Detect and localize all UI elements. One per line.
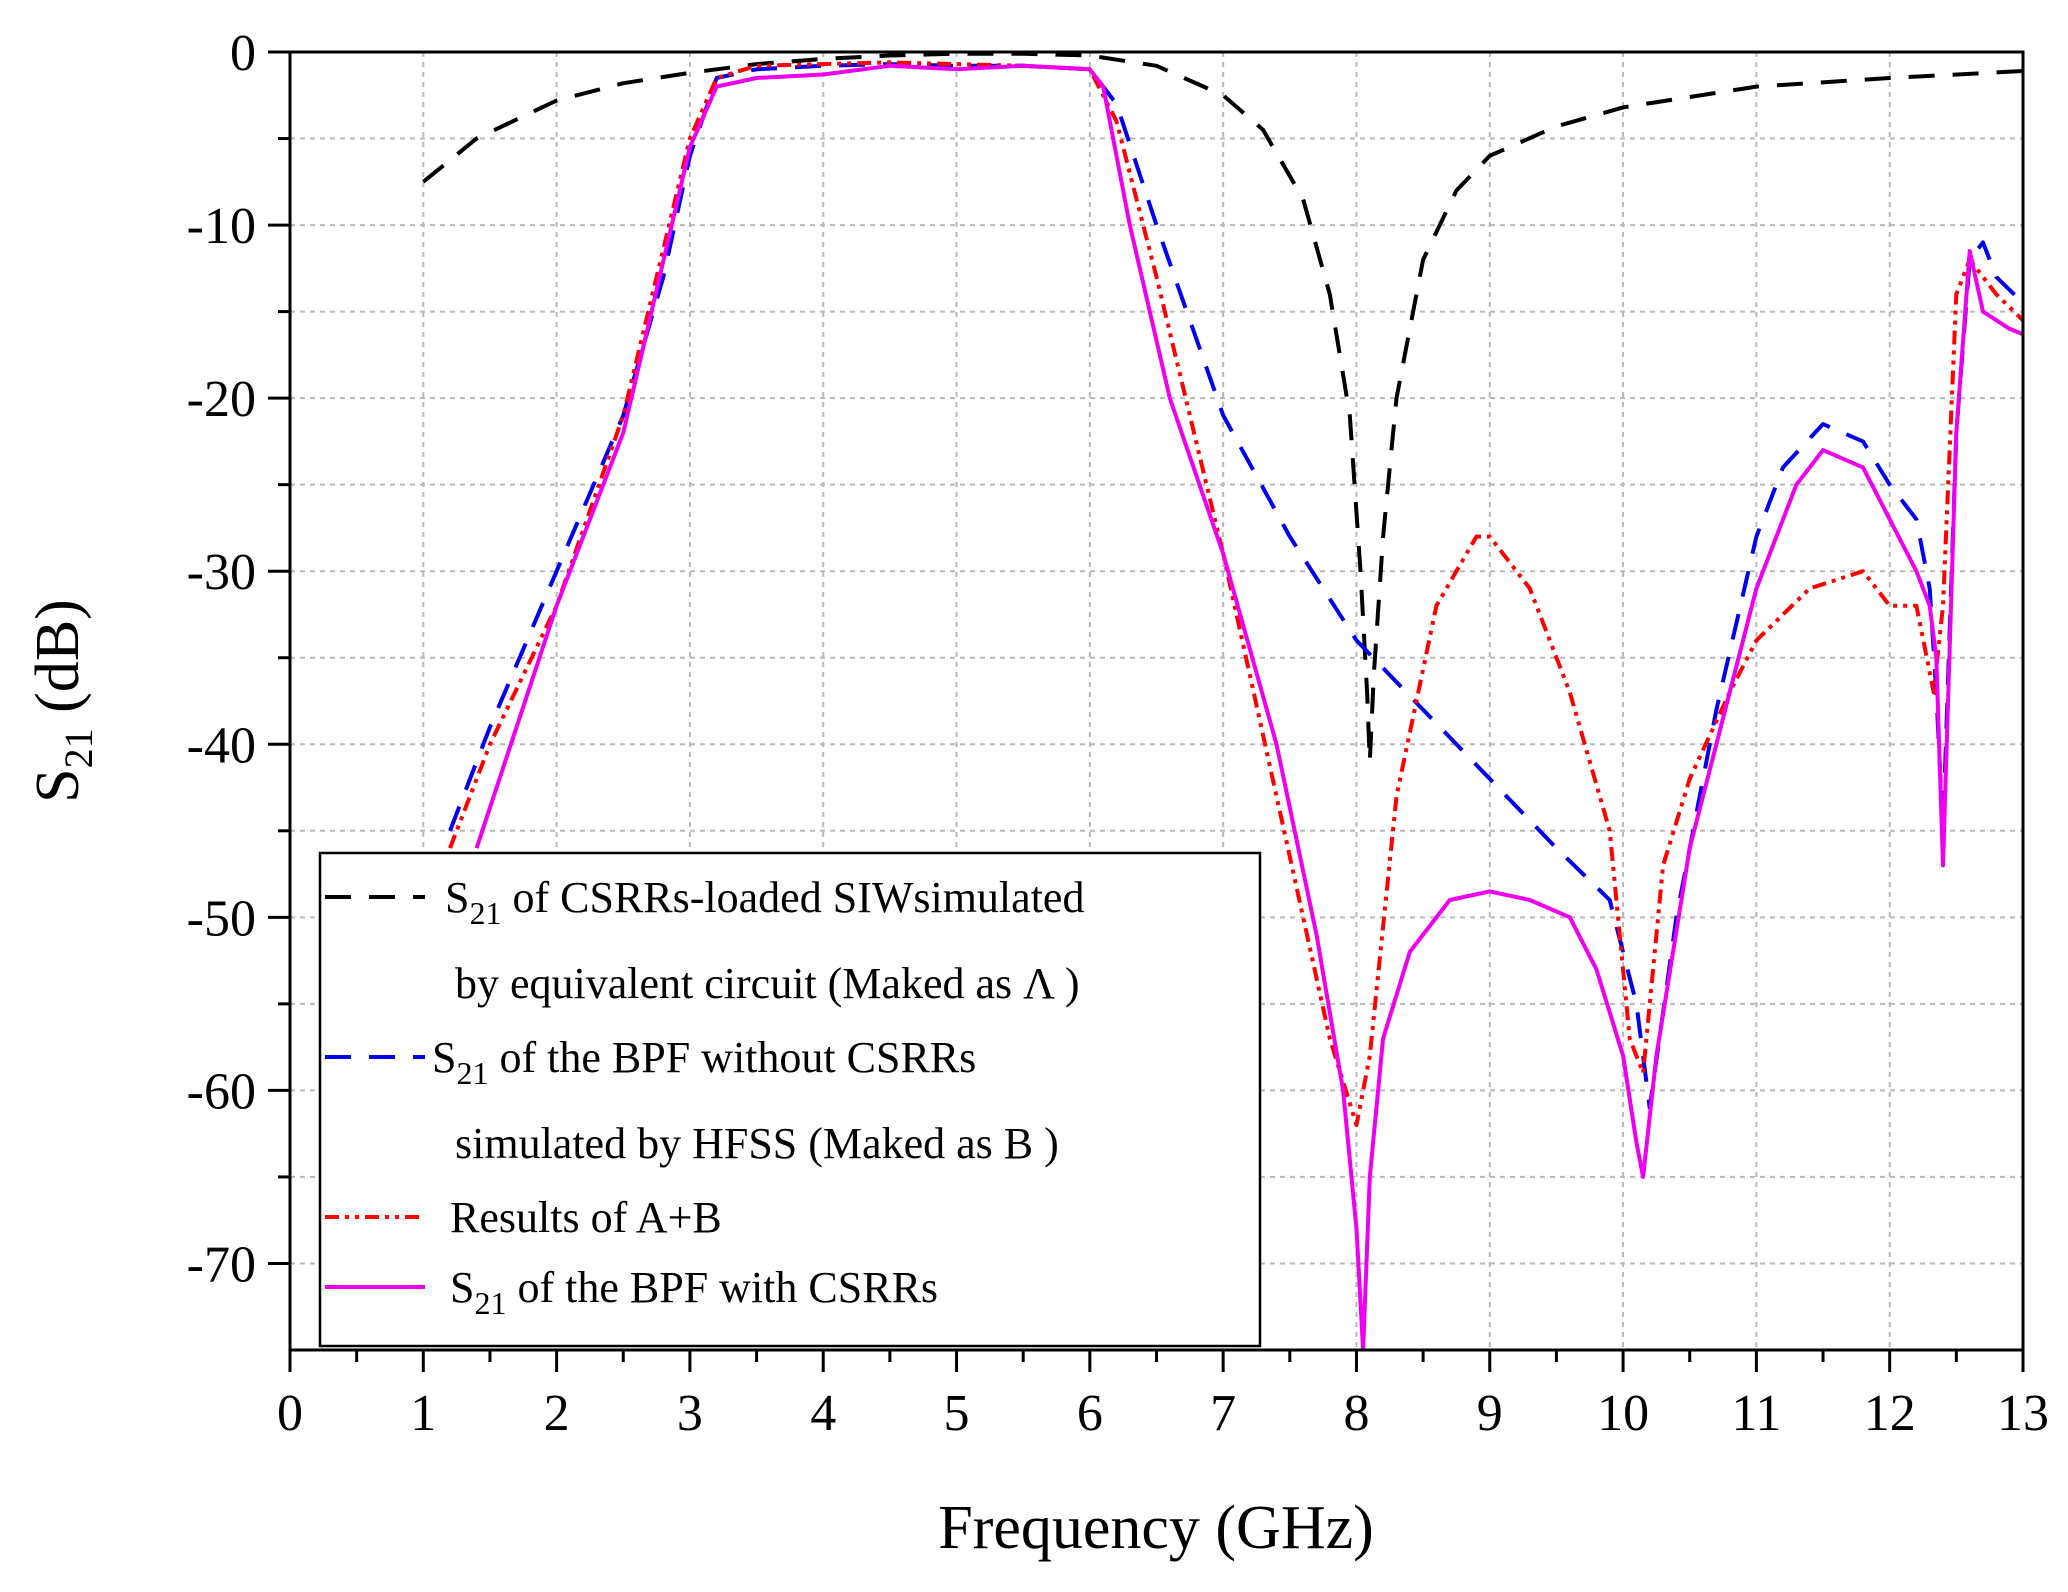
x-tick-label: 7 (1210, 1385, 1236, 1442)
x-tick-label: 2 (544, 1385, 570, 1442)
x-tick-label: 13 (1997, 1385, 2049, 1442)
x-tick-label: 8 (1343, 1385, 1369, 1442)
y-tick-label: 0 (230, 25, 256, 82)
y-tick-label: -20 (187, 371, 256, 428)
x-tick-label: 5 (944, 1385, 970, 1442)
y-axis-title: S21 (dB) (24, 599, 101, 803)
y-tick-label: -10 (187, 198, 256, 255)
y-tick-label: -30 (187, 544, 256, 601)
x-tick-label: 10 (1597, 1385, 1649, 1442)
series-line-0 (422, 52, 2023, 764)
legend-label-csrr: S21 of the BPF with CSRRs (450, 1263, 938, 1321)
legend-label-b-line2: simulated by HFSS (Maked as B ) (455, 1119, 1059, 1168)
legend-label-ab: Results of A+B (450, 1193, 722, 1242)
y-tick-label: -70 (187, 1236, 256, 1293)
x-tick-label: 1 (410, 1385, 436, 1442)
legend-label-b: S21 of the BPF without CSRRs (432, 1033, 976, 1091)
series-line-2 (448, 60, 2023, 1127)
tick-labels: 0 1 2 3 4 5 6 7 8 9 10 11 12 130-10-20-30-40-50-60-70 (187, 25, 2049, 1442)
series-line-3 (474, 63, 2023, 1350)
axis-ticks (268, 50, 2025, 1372)
legend: S21 of CSRRs-loaded SIWsimulated by equi… (318, 851, 1262, 1348)
y-tick-label: -50 (187, 890, 256, 947)
y-tick-label: -60 (187, 1063, 256, 1120)
x-tick-label: 0 (277, 1385, 303, 1442)
series-group (422, 52, 2023, 1350)
legend-box (318, 851, 1262, 1348)
x-axis-title: Frequency (GHz) (938, 1494, 1374, 1562)
x-tick-label: 3 (677, 1385, 703, 1442)
x-tick-label: 12 (1864, 1385, 1916, 1442)
x-tick-label: 6 (1077, 1385, 1103, 1442)
legend-label-a: S21 of CSRRs-loaded SIWsimulated (445, 873, 1084, 931)
x-tick-label: 4 (810, 1385, 836, 1442)
x-tick-label: 11 (1731, 1385, 1781, 1442)
y-tick-label: -40 (187, 717, 256, 774)
x-tick-label: 9 (1477, 1385, 1503, 1442)
legend-label-a-line2: by equivalent circuit (Maked as Λ ) (455, 959, 1080, 1008)
